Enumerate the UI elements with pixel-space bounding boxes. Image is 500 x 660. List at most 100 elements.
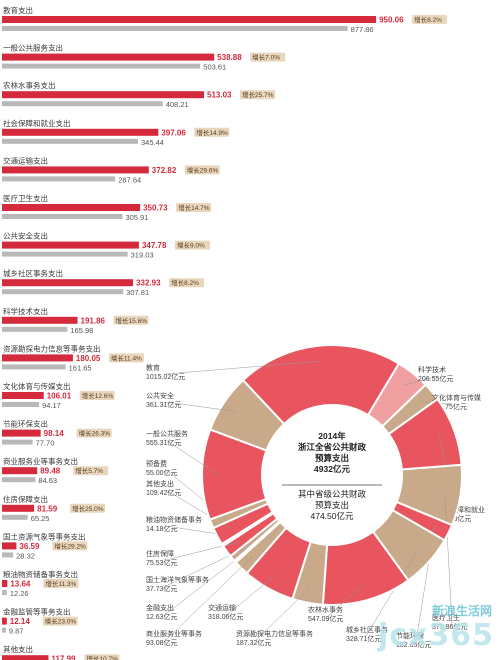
- growth-badge: [79, 391, 115, 400]
- leader-line: [227, 574, 277, 615]
- value-label-current: 36.59: [19, 542, 40, 551]
- growth-label: 增长14.9%: [196, 128, 228, 137]
- slice-label: 一般公共服务: [146, 429, 188, 438]
- growth-label: 增长11.3%: [45, 579, 76, 588]
- category-label: 节能环保支出: [3, 419, 48, 429]
- growth-badge: [240, 90, 276, 100]
- category-label: 住房保障支出: [3, 494, 48, 504]
- bar-previous: [2, 364, 66, 370]
- slice-label: 资源勘探电力信息等事务: [236, 629, 313, 638]
- category-label: 国土资源气象等事务支出: [3, 531, 86, 541]
- bar-previous: [2, 552, 14, 558]
- center-title-line: 预算支出: [315, 453, 349, 463]
- slice-value-label: 187.32亿元: [236, 638, 271, 647]
- bar-previous: [2, 101, 163, 107]
- value-label-current: 13.64: [10, 580, 31, 589]
- category-label: 医疗卫生支出: [3, 193, 48, 203]
- value-label-current: 397.06: [161, 128, 186, 137]
- slice-label: 城乡社区事务: [346, 625, 388, 634]
- growth-label: 增长14.7%: [178, 203, 210, 212]
- growth-badge: [70, 503, 106, 513]
- growth-badge: [174, 240, 210, 250]
- slice-label: 预备费: [146, 459, 167, 468]
- bar-current: [2, 504, 35, 512]
- slice-label: 农林水事务: [308, 605, 343, 614]
- value-label-current: 180.05: [76, 354, 101, 363]
- value-label-current: 950.06: [379, 16, 404, 25]
- growth-badge: [76, 428, 112, 438]
- bar-current: [2, 392, 44, 399]
- growth-badge: [73, 466, 109, 476]
- bar-previous: [2, 251, 128, 257]
- category-label: 公共安全支出: [3, 231, 48, 241]
- value-label-previous: 161.65: [69, 363, 92, 372]
- category-label: 交通运输支出: [3, 155, 48, 165]
- value-label-previous: 345.44: [141, 138, 164, 147]
- bar-current: [2, 316, 78, 324]
- center-subtitle-line: 474.50亿元: [311, 511, 354, 521]
- bar-current: [2, 655, 49, 660]
- value-label-previous: 9.87: [9, 627, 24, 636]
- growth-label: 增长25.0%: [72, 504, 104, 513]
- growth-label: 增长10.7%: [86, 654, 118, 660]
- growth-badge: [412, 15, 448, 24]
- center-subtitle-line: 其中省级公共财政: [298, 489, 367, 499]
- bar-current: [2, 241, 139, 249]
- value-label-previous: 305.91: [125, 213, 148, 222]
- slice-value-label: 318.06亿元: [208, 612, 243, 621]
- growth-label: 增长7.0%: [252, 53, 280, 62]
- bar-current: [2, 429, 41, 437]
- category-label: 其他支出: [3, 644, 33, 654]
- slice-value-label: 55.00亿元: [146, 468, 178, 477]
- bar-previous: [2, 289, 124, 295]
- slice-label: 住房保障: [146, 549, 174, 558]
- value-label-previous: 287.64: [118, 175, 141, 184]
- growth-label: 增长29.6%: [187, 165, 219, 174]
- slice-label: 金融支出: [146, 603, 174, 612]
- slice-value-label: 1015.02亿元: [146, 372, 185, 381]
- category-label: 城乡社区事务支出: [3, 268, 63, 278]
- growth-label: 增长9.0%: [177, 241, 205, 250]
- watermark-line1: 新浪生活网: [431, 604, 492, 618]
- slice-value-label: 102.05亿元: [396, 640, 431, 649]
- leader-line: [165, 401, 237, 412]
- slice-value-label: 328.71亿元: [346, 634, 381, 643]
- leader-line: [165, 439, 218, 475]
- growth-label: 增长11.4%: [111, 353, 142, 362]
- bar-previous: [2, 402, 40, 407]
- value-label-current: 513.03: [207, 91, 232, 100]
- leader-line: [165, 360, 320, 375]
- category-label: 农林水事务支出: [3, 80, 56, 90]
- growth-label: 增长15.6%: [116, 316, 148, 325]
- bar-current: [2, 204, 141, 211]
- bar-previous: [2, 63, 201, 69]
- growth-badge: [194, 127, 230, 137]
- growth-label: 增长23.0%: [45, 617, 77, 626]
- bar-previous: [2, 326, 68, 332]
- leader-line: [255, 587, 311, 641]
- value-label-current: 89.48: [40, 467, 61, 476]
- value-label-previous: 84.63: [38, 476, 57, 485]
- bar-current: [2, 467, 38, 475]
- donut-center: [264, 407, 400, 543]
- bar-previous: [2, 627, 6, 633]
- leader-line: [403, 375, 439, 386]
- value-label-previous: 165.98: [70, 326, 93, 335]
- category-label: 粮油物资储备事务支出: [3, 569, 78, 579]
- watermark: 新浪生活网 jcx365: [300, 602, 496, 658]
- leader-line: [165, 541, 240, 561]
- value-label-previous: 877.86: [351, 25, 374, 34]
- slice-label: 文化体育与传媒: [432, 393, 481, 402]
- bar-current: [2, 279, 134, 287]
- center-title-line: 4932亿元: [314, 464, 350, 474]
- slice-label: 公共安全: [146, 391, 174, 400]
- slice-value-label: 37.73亿元: [146, 584, 178, 593]
- slice-label: 商业服务业等事务: [146, 629, 202, 638]
- category-label: 资源勘探电力信息等事务支出: [3, 343, 101, 353]
- value-label-current: 98.14: [44, 429, 65, 438]
- growth-badge: [108, 353, 144, 363]
- category-label: 社会保障和就业支出: [3, 118, 71, 128]
- bar-current: [2, 91, 205, 99]
- slice-value-label: 555.31亿元: [146, 438, 181, 447]
